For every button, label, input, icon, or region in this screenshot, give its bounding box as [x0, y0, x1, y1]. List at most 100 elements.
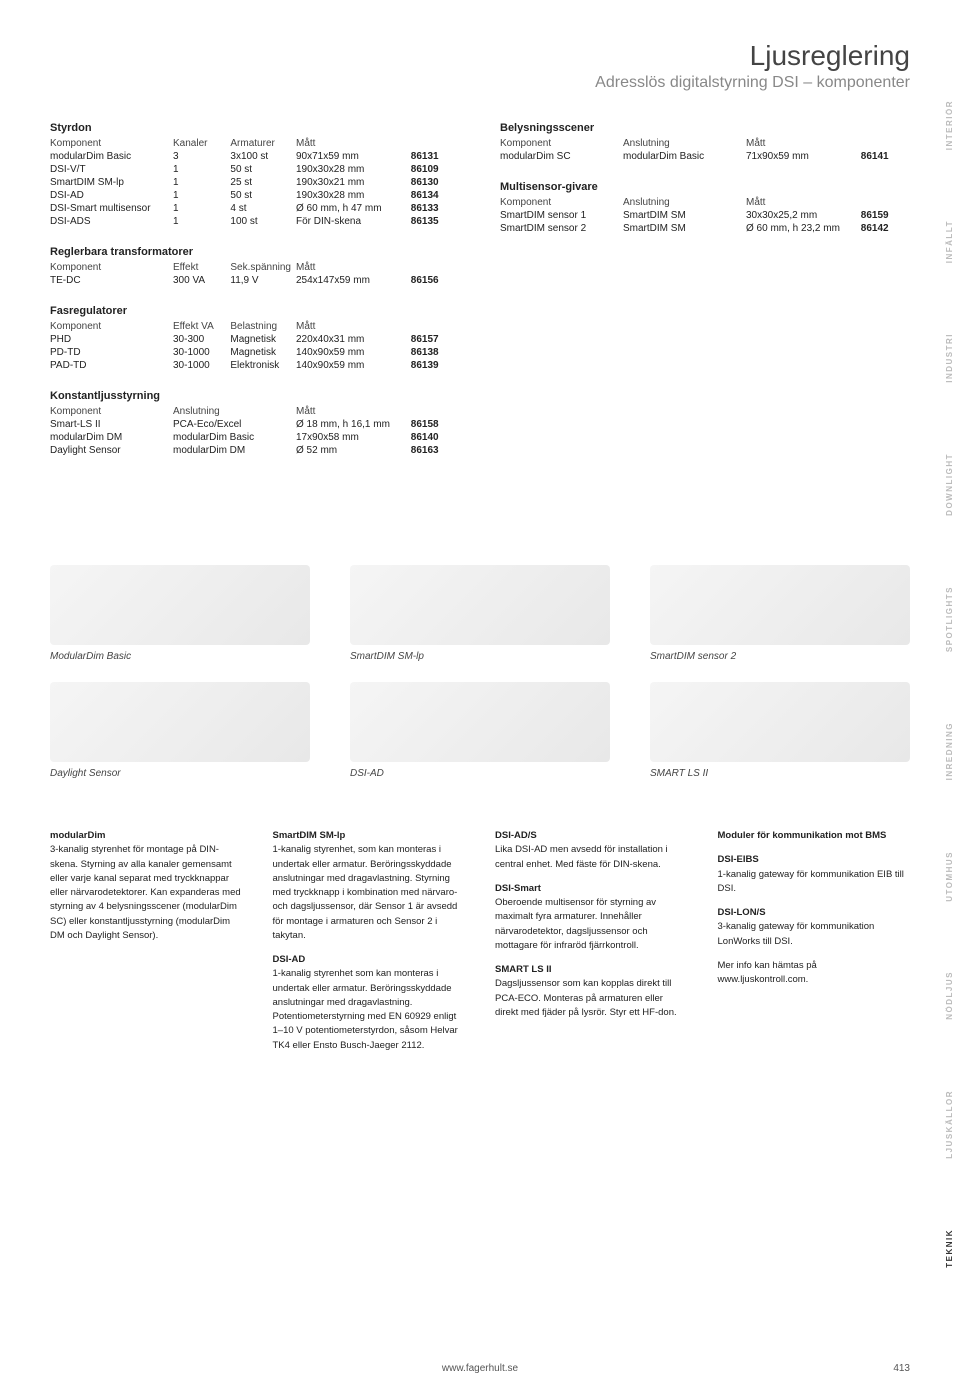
col-header: Kanaler	[173, 137, 230, 150]
cell: DSI-Smart multisensor	[50, 202, 173, 215]
info-paragraph: Moduler för kommunikation mot BMS	[718, 829, 911, 843]
cell: Magnetisk	[230, 346, 296, 359]
cell: 140x90x59 mm	[296, 346, 411, 359]
cell: 86156	[411, 274, 460, 287]
info-paragraph: SmartDIM SM-lp1-kanalig styrenhet, som k…	[273, 829, 466, 943]
col-header: Komponent	[500, 137, 623, 150]
cell: 86141	[861, 150, 910, 163]
product-image	[350, 565, 610, 645]
col-header: Komponent	[50, 137, 173, 150]
data-table: KomponentEffektSek.spänningMåttTE-DC300 …	[50, 261, 460, 287]
cell: PD-TD	[50, 346, 173, 359]
cell: 254x147x59 mm	[296, 274, 411, 287]
cell: 1	[173, 189, 230, 202]
cell: 86138	[411, 346, 460, 359]
info-paragraph: modularDim3-kanalig styrenhet för montag…	[50, 829, 243, 943]
sidebar-cat: INTERIÖR	[945, 100, 954, 150]
cell: 1	[173, 215, 230, 228]
cell: 140x90x59 mm	[296, 359, 411, 372]
cell: PAD-TD	[50, 359, 173, 372]
cell: 86133	[411, 202, 460, 215]
cell: 86139	[411, 359, 460, 372]
data-table: KomponentEffekt VABelastningMåttPHD30-30…	[50, 320, 460, 372]
cell: För DIN-skena	[296, 215, 411, 228]
col-header: Mått	[296, 261, 411, 274]
cell: 50 st	[230, 163, 296, 176]
table-title: Konstantljusstyrning	[50, 390, 460, 402]
cell: 86142	[861, 222, 910, 235]
col-header: Belastning	[230, 320, 296, 333]
image-caption: SmartDIM SM-lp	[350, 651, 610, 662]
image-caption: SMART LS II	[650, 768, 910, 779]
cell: 100 st	[230, 215, 296, 228]
cell: modularDim DM	[50, 431, 173, 444]
sidebar-cat: UTOMHUS	[945, 851, 954, 902]
cell: 86135	[411, 215, 460, 228]
col-header	[411, 320, 460, 333]
cell: SmartDIM sensor 2	[500, 222, 623, 235]
info-paragraph: DSI-AD1-kanalig styrenhet som kan monter…	[273, 953, 466, 1053]
cell: 71x90x59 mm	[746, 150, 861, 163]
image-caption: ModularDim Basic	[50, 651, 310, 662]
cell: 86109	[411, 163, 460, 176]
col-header	[861, 137, 910, 150]
info-paragraph: DSI-EIBS1-kanalig gateway för kommunikat…	[718, 853, 911, 896]
col-header: Anslutning	[173, 405, 296, 418]
cell: 25 st	[230, 176, 296, 189]
col-header: Mått	[296, 320, 411, 333]
cell: SmartDIM SM	[623, 209, 746, 222]
cell: 190x30x28 mm	[296, 189, 411, 202]
product-image	[350, 682, 610, 762]
cell: 11,9 V	[230, 274, 296, 287]
col-header	[411, 405, 460, 418]
data-table: KomponentKanalerArmaturerMåttmodularDim …	[50, 137, 460, 228]
col-header	[861, 196, 910, 209]
cell: Ø 60 mm, h 23,2 mm	[746, 222, 861, 235]
cell: 220x40x31 mm	[296, 333, 411, 346]
cell: 30-1000	[173, 346, 230, 359]
product-image	[650, 565, 910, 645]
page-title: Ljusreglering	[50, 40, 910, 72]
product-image	[650, 682, 910, 762]
col-header: Effekt	[173, 261, 230, 274]
col-header: Anslutning	[623, 196, 746, 209]
sidebar-cat: INDUSTRI	[945, 333, 954, 383]
col-header: Sek.spänning	[230, 261, 296, 274]
table-title: Styrdon	[50, 122, 460, 134]
cell: 86134	[411, 189, 460, 202]
cell: 50 st	[230, 189, 296, 202]
product-image	[50, 682, 310, 762]
cell: 1	[173, 176, 230, 189]
info-paragraph: DSI-SmartOberoende multisensor för styrn…	[495, 882, 688, 953]
cell: 4 st	[230, 202, 296, 215]
sidebar-cat: INREDNING	[945, 722, 954, 780]
cell: 86163	[411, 444, 460, 457]
sidebar-cat: INFÄLLT	[945, 220, 954, 263]
cell: 86140	[411, 431, 460, 444]
cell: Magnetisk	[230, 333, 296, 346]
col-header: Effekt VA	[173, 320, 230, 333]
cell: 190x30x28 mm	[296, 163, 411, 176]
table-title: Multisensor-givare	[500, 181, 910, 193]
cell: Ø 60 mm, h 47 mm	[296, 202, 411, 215]
col-header: Mått	[746, 196, 861, 209]
cell: Ø 18 mm, h 16,1 mm	[296, 418, 411, 431]
col-header: Anslutning	[623, 137, 746, 150]
table-title: Fasregulatorer	[50, 305, 460, 317]
footer-url: www.fagerhult.se	[442, 1363, 518, 1374]
cell: modularDim Basic	[50, 150, 173, 163]
cell: modularDim Basic	[173, 431, 296, 444]
info-paragraph: DSI-LON/S3-kanalig gateway för kommunika…	[718, 906, 911, 949]
table-title: Belysningsscener	[500, 122, 910, 134]
data-table: KomponentAnslutningMåttmodularDim SCmodu…	[500, 137, 910, 163]
cell: Daylight Sensor	[50, 444, 173, 457]
cell: 90x71x59 mm	[296, 150, 411, 163]
cell: 86131	[411, 150, 460, 163]
cell: 190x30x21 mm	[296, 176, 411, 189]
col-header: Komponent	[50, 320, 173, 333]
image-caption: SmartDIM sensor 2	[650, 651, 910, 662]
col-header: Armaturer	[230, 137, 296, 150]
cell: 86130	[411, 176, 460, 189]
sidebar-cat: LJUSKÄLLOR	[945, 1090, 954, 1159]
cell: 1	[173, 202, 230, 215]
